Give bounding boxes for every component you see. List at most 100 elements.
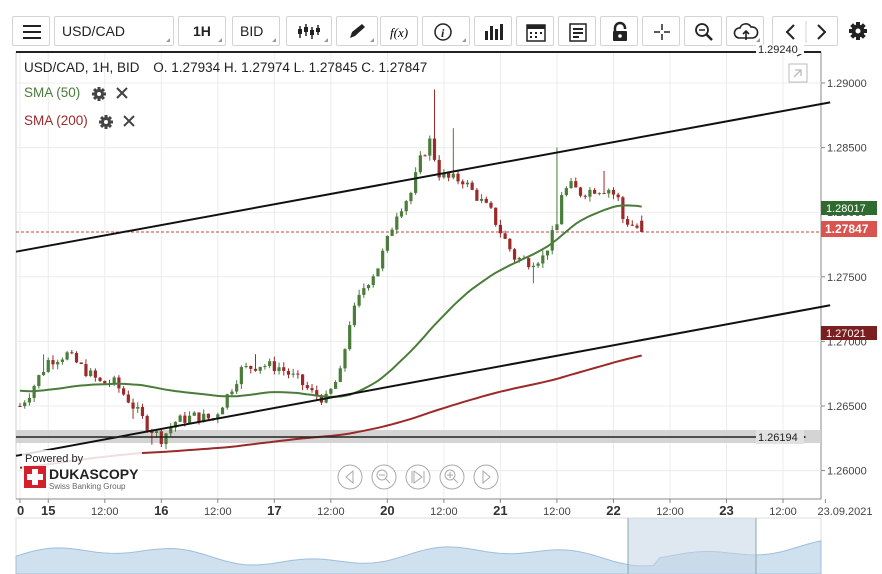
price-side-select[interactable]: BID bbox=[232, 16, 280, 46]
candle-body bbox=[541, 255, 545, 264]
info-button[interactable]: i bbox=[422, 16, 470, 46]
chart-type-button[interactable] bbox=[286, 16, 332, 46]
candle-body bbox=[348, 325, 352, 350]
brand-tagline: Swiss Banking Group bbox=[49, 482, 126, 491]
calendar-button[interactable] bbox=[516, 16, 554, 46]
candle-body bbox=[286, 370, 291, 375]
timeframe-select[interactable]: 1H bbox=[178, 16, 226, 46]
symbol-select[interactable]: USD/CAD bbox=[54, 16, 174, 46]
indicators-button[interactable]: f(x) bbox=[380, 16, 418, 46]
candle-body bbox=[423, 155, 427, 157]
candle-body bbox=[187, 415, 192, 423]
candle-body bbox=[164, 433, 168, 445]
zoom-icon bbox=[695, 23, 713, 41]
scroll-left-button[interactable] bbox=[337, 464, 363, 490]
candle-body bbox=[253, 368, 258, 371]
lock-button[interactable] bbox=[600, 16, 638, 46]
candle-body bbox=[574, 181, 578, 188]
candle-body bbox=[597, 193, 601, 195]
popout-icon[interactable] bbox=[788, 63, 808, 83]
candle-body bbox=[371, 276, 375, 286]
crosshair-button[interactable] bbox=[642, 16, 680, 46]
menu-button[interactable] bbox=[12, 16, 50, 46]
sma50-value: 1.28017 bbox=[826, 203, 866, 215]
y-tick-label: 1.29000 bbox=[827, 78, 867, 90]
dukascopy-logo: Powered by DUKASCOPY Swiss Banking Group bbox=[22, 450, 142, 492]
dropdown-caret-icon bbox=[272, 38, 276, 42]
sma200-remove-icon[interactable] bbox=[123, 115, 135, 127]
candle-body bbox=[593, 189, 597, 194]
reset-zoom-button[interactable] bbox=[405, 464, 431, 490]
candle-body bbox=[239, 367, 243, 385]
x-tick-label: 12:00 bbox=[204, 506, 232, 518]
cloud-upload-icon bbox=[733, 23, 759, 40]
candle-body bbox=[154, 431, 159, 433]
candle-body bbox=[630, 224, 634, 226]
candle-body bbox=[220, 407, 225, 415]
volume-button[interactable] bbox=[474, 16, 512, 46]
candle-body bbox=[569, 181, 573, 189]
candle-body bbox=[310, 388, 314, 391]
sma200-settings-icon[interactable] bbox=[99, 115, 113, 129]
dropdown-caret-icon bbox=[370, 38, 374, 42]
candle-body bbox=[494, 207, 498, 225]
sma50-settings-icon[interactable] bbox=[92, 87, 106, 101]
sma50-value-tag: 1.28017 bbox=[821, 201, 877, 215]
candle-body bbox=[447, 172, 451, 178]
current-price-value: 1.27847 bbox=[825, 222, 869, 236]
zoom-out-button[interactable] bbox=[371, 464, 397, 490]
candle-body bbox=[244, 365, 248, 368]
trendlines[interactable] bbox=[15, 101, 831, 457]
candle-body bbox=[183, 415, 187, 423]
candle-body bbox=[197, 412, 201, 422]
chart-title: USD/CAD, 1H, BID bbox=[24, 60, 140, 75]
x-tick-label: 12:00 bbox=[656, 506, 684, 518]
save-cloud-button[interactable] bbox=[726, 16, 764, 46]
candle-body bbox=[18, 405, 22, 407]
chevron-right-icon[interactable] bbox=[817, 24, 827, 40]
candle-body bbox=[578, 187, 583, 196]
x-tick-label: 12:00 bbox=[769, 506, 797, 518]
candle-body bbox=[27, 397, 32, 403]
current-price-tag: 1.27847 bbox=[821, 221, 877, 237]
candle-body bbox=[23, 402, 27, 407]
candle-body bbox=[362, 288, 366, 295]
candle-body bbox=[103, 380, 107, 384]
zoom-button[interactable] bbox=[684, 16, 722, 46]
candle-body bbox=[560, 195, 564, 225]
sma50-remove-icon[interactable] bbox=[116, 87, 128, 99]
candle-body bbox=[41, 371, 46, 376]
candle-body bbox=[333, 381, 338, 389]
candle-body bbox=[60, 359, 64, 362]
chart-header: USD/CAD, 1H, BID O. 1.27934 H. 1.27974 L… bbox=[24, 60, 427, 75]
settings-button[interactable] bbox=[844, 16, 874, 46]
chevron-left-icon[interactable] bbox=[785, 24, 795, 40]
candle-body bbox=[461, 181, 465, 185]
candle-body bbox=[640, 220, 644, 232]
symbol-label: USD/CAD bbox=[62, 23, 126, 39]
candle-body bbox=[305, 385, 309, 389]
grid bbox=[16, 52, 821, 499]
candle-body bbox=[517, 257, 521, 260]
navigator-window[interactable] bbox=[628, 518, 756, 574]
dropdown-caret-icon bbox=[166, 38, 170, 42]
candle-body bbox=[437, 159, 441, 178]
candle-body bbox=[277, 367, 281, 371]
candle-body bbox=[409, 192, 413, 202]
scroll-right-button[interactable] bbox=[473, 464, 499, 490]
y-tick-label: 1.26000 bbox=[827, 466, 867, 478]
timeframe-label: 1H bbox=[193, 23, 211, 39]
list-button[interactable] bbox=[558, 16, 596, 46]
candle-body bbox=[192, 412, 196, 416]
candle-body bbox=[503, 233, 507, 239]
dropdown-caret-icon bbox=[218, 38, 222, 42]
candle-body bbox=[414, 172, 418, 193]
menu-icon bbox=[23, 25, 41, 39]
zoom-in-button[interactable] bbox=[439, 464, 465, 490]
candle-body bbox=[512, 249, 517, 260]
candle-body bbox=[352, 305, 357, 326]
x-tick-label: 0 bbox=[17, 503, 24, 518]
drawing-tools-button[interactable] bbox=[336, 16, 378, 46]
candle-body bbox=[338, 368, 342, 382]
